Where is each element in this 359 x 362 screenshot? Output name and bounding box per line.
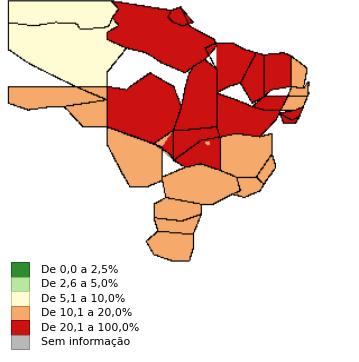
Text: De 10,1 a 20,0%: De 10,1 a 20,0% <box>41 308 132 318</box>
Bar <box>11 320 29 335</box>
Bar <box>11 277 29 291</box>
Bar <box>11 291 29 306</box>
Text: De 0,0 a 2,5%: De 0,0 a 2,5% <box>41 265 119 275</box>
Text: Sem informação: Sem informação <box>41 337 131 347</box>
Text: De 2,6 a 5,0%: De 2,6 a 5,0% <box>41 279 118 289</box>
Bar <box>11 306 29 320</box>
Text: De 5,1 a 10,0%: De 5,1 a 10,0% <box>41 294 126 304</box>
Text: De 20,1 a 100,0%: De 20,1 a 100,0% <box>41 323 140 333</box>
Bar <box>11 335 29 349</box>
Bar <box>11 262 29 277</box>
